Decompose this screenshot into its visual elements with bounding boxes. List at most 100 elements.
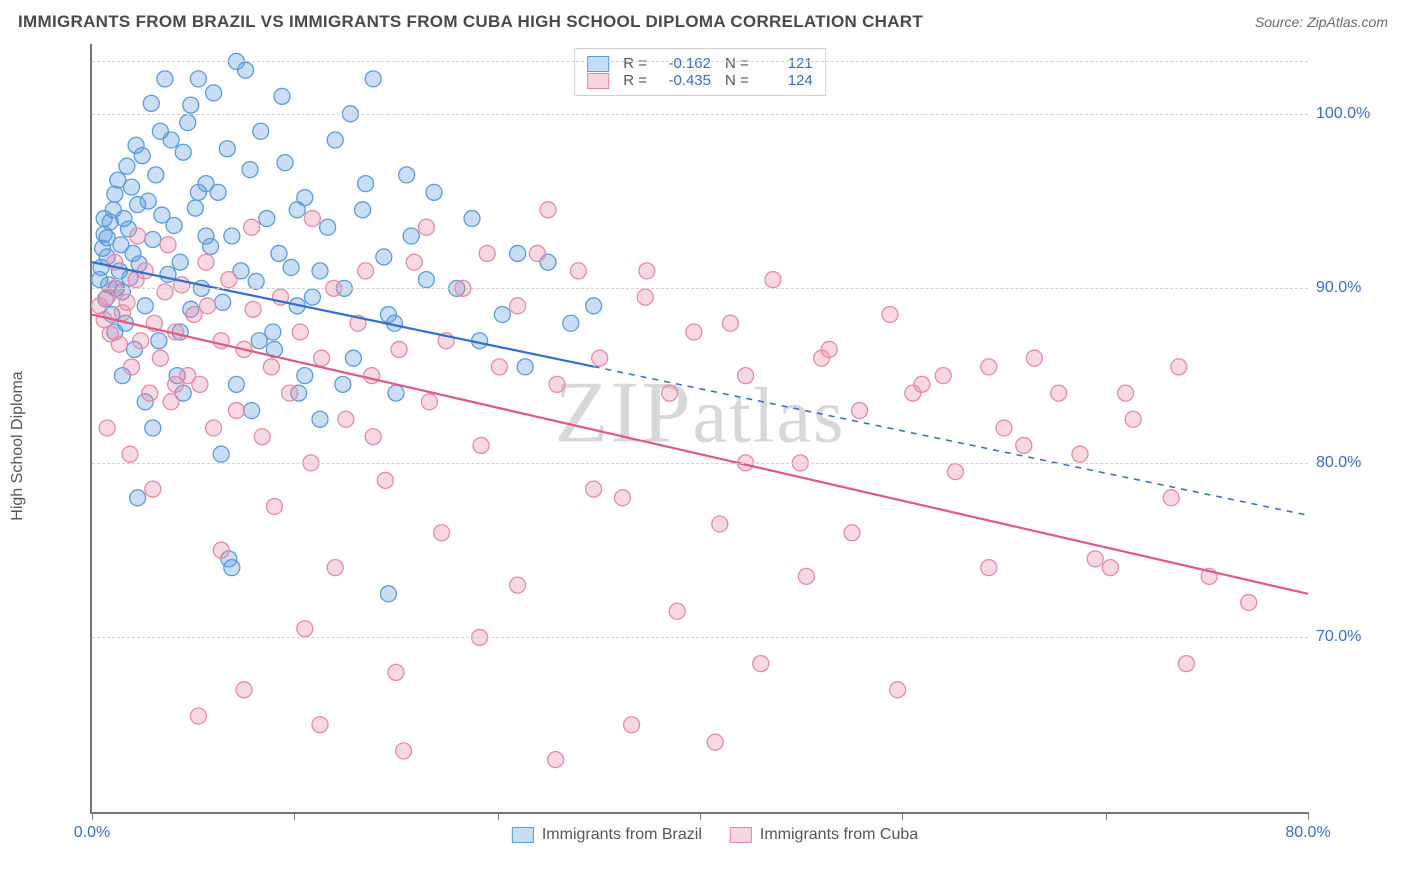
y-tick-label: 90.0% (1316, 279, 1382, 297)
data-point-brazil (365, 71, 381, 87)
r-value-brazil: -0.162 (657, 55, 711, 72)
data-point-brazil (380, 586, 396, 602)
data-point-cuba (890, 682, 906, 698)
data-point-cuba (327, 560, 343, 576)
data-point-brazil (152, 123, 168, 139)
data-point-cuba (124, 359, 140, 375)
data-point-cuba (624, 717, 640, 733)
data-point-brazil (355, 202, 371, 218)
data-point-cuba (510, 577, 526, 593)
y-axis-label: High School Diploma (9, 371, 27, 520)
data-point-cuba (570, 263, 586, 279)
data-point-cuba (935, 368, 951, 384)
data-point-cuba (765, 272, 781, 288)
data-point-cuba (712, 516, 728, 532)
data-point-brazil (224, 228, 240, 244)
data-point-brazil (304, 289, 320, 305)
swatch-brazil-icon (512, 827, 534, 843)
data-point-cuba (365, 429, 381, 445)
data-point-cuba (1171, 359, 1187, 375)
data-point-cuba (1118, 385, 1134, 401)
data-point-cuba (1087, 551, 1103, 567)
data-point-brazil (563, 315, 579, 331)
data-point-cuba (981, 560, 997, 576)
legend-label-cuba: Immigrants from Cuba (760, 826, 918, 844)
data-point-cuba (686, 324, 702, 340)
data-point-brazil (274, 88, 290, 104)
data-point-cuba (137, 263, 153, 279)
data-point-cuba (1163, 490, 1179, 506)
data-point-brazil (259, 211, 275, 227)
data-point-brazil (380, 307, 396, 323)
data-point-cuba (111, 336, 127, 352)
data-point-brazil (190, 184, 206, 200)
data-point-cuba (882, 307, 898, 323)
data-point-cuba (586, 481, 602, 497)
data-point-brazil (124, 179, 140, 195)
data-point-cuba (639, 263, 655, 279)
data-point-cuba (99, 420, 115, 436)
data-point-brazil (320, 219, 336, 235)
data-point-brazil (145, 231, 161, 247)
data-point-cuba (592, 350, 608, 366)
data-point-brazil (183, 97, 199, 113)
data-point-brazil (242, 162, 258, 178)
data-point-brazil (119, 158, 135, 174)
chart-area: High School Diploma ZIPatlas R = -0.162 … (42, 44, 1388, 848)
legend-row-brazil: R = -0.162 N = 121 (587, 55, 813, 72)
data-point-brazil (166, 218, 182, 234)
data-point-cuba (292, 324, 308, 340)
data-point-cuba (221, 272, 237, 288)
data-point-cuba (266, 499, 282, 515)
data-point-brazil (358, 176, 374, 192)
data-point-brazil (312, 263, 328, 279)
data-point-brazil (283, 259, 299, 275)
data-point-brazil (277, 155, 293, 171)
data-point-brazil (215, 294, 231, 310)
swatch-cuba-icon (730, 827, 752, 843)
data-point-cuba (1072, 446, 1088, 462)
data-point-cuba (377, 472, 393, 488)
data-point-cuba (1125, 411, 1141, 427)
data-point-cuba (753, 656, 769, 672)
data-point-cuba (142, 385, 158, 401)
n-value-brazil: 121 (759, 55, 813, 72)
swatch-brazil (587, 56, 609, 72)
data-point-cuba (510, 298, 526, 314)
data-point-cuba (133, 333, 149, 349)
data-point-brazil (418, 272, 434, 288)
data-point-cuba (190, 708, 206, 724)
data-point-brazil (517, 359, 533, 375)
trend-line-dashed-brazil (594, 367, 1308, 516)
data-point-cuba (548, 752, 564, 768)
data-point-cuba (338, 411, 354, 427)
data-point-cuba (130, 228, 146, 244)
data-point-cuba (198, 254, 214, 270)
data-point-cuba (192, 376, 208, 392)
y-tick-label: 70.0% (1316, 628, 1382, 646)
data-point-cuba (406, 254, 422, 270)
data-point-cuba (396, 743, 412, 759)
data-point-brazil (312, 411, 328, 427)
data-point-cuba (200, 298, 216, 314)
data-point-cuba (1016, 437, 1032, 453)
source-label: Source: ZipAtlas.com (1255, 14, 1388, 30)
data-point-brazil (586, 298, 602, 314)
data-point-cuba (391, 341, 407, 357)
data-point-brazil (253, 123, 269, 139)
data-point-brazil (345, 350, 361, 366)
data-point-cuba (244, 219, 260, 235)
data-point-cuba (163, 394, 179, 410)
data-point-cuba (529, 245, 545, 261)
data-point-cuba (364, 368, 380, 384)
data-point-cuba (152, 350, 168, 366)
data-point-brazil (388, 385, 404, 401)
data-point-cuba (160, 237, 176, 253)
data-point-cuba (228, 403, 244, 419)
data-point-brazil (464, 211, 480, 227)
correlation-legend: R = -0.162 N = 121 R = -0.435 N = 124 (574, 48, 826, 96)
data-point-cuba (473, 437, 489, 453)
data-point-brazil (143, 95, 159, 111)
data-point-cuba (491, 359, 507, 375)
swatch-cuba (587, 73, 609, 89)
